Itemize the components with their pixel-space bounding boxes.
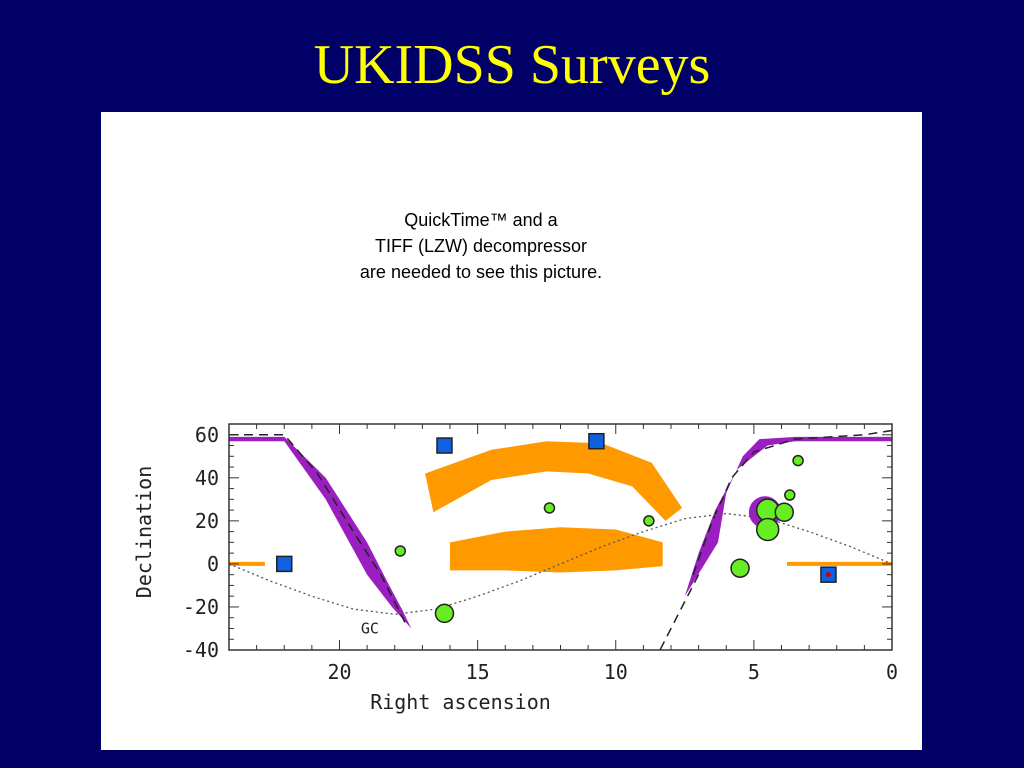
galactic-plane-band: [229, 436, 412, 629]
gc-annotation: GC: [361, 619, 379, 637]
galactic-plane-centerline: [229, 434, 407, 625]
x-tick-label: 10: [604, 660, 628, 684]
survey-field-circle: [784, 489, 796, 501]
survey-field-circle: [792, 454, 804, 467]
x-tick-label: 15: [466, 660, 490, 684]
galactic-plane-layer: [229, 436, 892, 629]
axes-layer: 20 15 10 5 0 60 40 20 0 -20 -40: [183, 423, 898, 684]
survey-field-circle: [434, 603, 455, 624]
x-axis-title: Right ascension: [370, 690, 551, 714]
survey-field-circle: [394, 545, 407, 557]
x-tick-label: 20: [327, 660, 351, 684]
y-tick-label: 0: [207, 552, 219, 576]
survey-field-circle: [774, 502, 795, 522]
y-axis-title: Declination: [132, 466, 156, 598]
slide-title: UKIDSS Surveys: [313, 34, 711, 96]
survey-regions-layer: [229, 441, 892, 573]
survey-field-star-marker: [825, 572, 831, 578]
survey-field-circle: [730, 558, 750, 578]
survey-field-circle: [543, 502, 556, 514]
galactic-plane-centerline: [692, 429, 892, 575]
survey-field-circle: [755, 517, 780, 542]
y-tick-label: 60: [195, 423, 219, 447]
placeholder-line-1: QuickTime™ and a: [404, 210, 558, 230]
y-tick-label: 20: [195, 509, 219, 533]
survey-field-square: [276, 555, 293, 573]
placeholder-message: QuickTime™ and a TIFF (LZW) decompressor…: [101, 207, 861, 285]
survey-field-square: [436, 437, 453, 454]
image-placeholder: QuickTime™ and a TIFF (LZW) decompressor…: [101, 112, 922, 384]
galactic-plane-southern-curve: [659, 574, 700, 650]
y-tick-label: -20: [183, 595, 219, 619]
survey-region-arc: [425, 441, 682, 521]
survey-field-circle: [643, 515, 655, 527]
x-tick-label: 5: [748, 660, 760, 684]
survey-coverage-chart: 20 15 10 5 0 60 40 20 0 -20 -40 GC Right ascension…: [101, 384, 922, 750]
placeholder-line-3: are needed to see this picture.: [359, 262, 603, 282]
sky-coverage-plot: 20 15 10 5 0 60 40 20 0 -20 -40 GC Right ascension…: [132, 423, 898, 714]
curves-layer: [229, 429, 892, 650]
x-tick-label: 0: [886, 660, 898, 684]
placeholder-line-2: TIFF (LZW) decompressor: [374, 236, 588, 256]
survey-field-square: [588, 432, 605, 450]
y-tick-label: -40: [183, 638, 219, 662]
y-tick-label: 40: [195, 466, 219, 490]
markers-layer: [276, 432, 837, 624]
survey-region-equatorial: [450, 527, 663, 573]
